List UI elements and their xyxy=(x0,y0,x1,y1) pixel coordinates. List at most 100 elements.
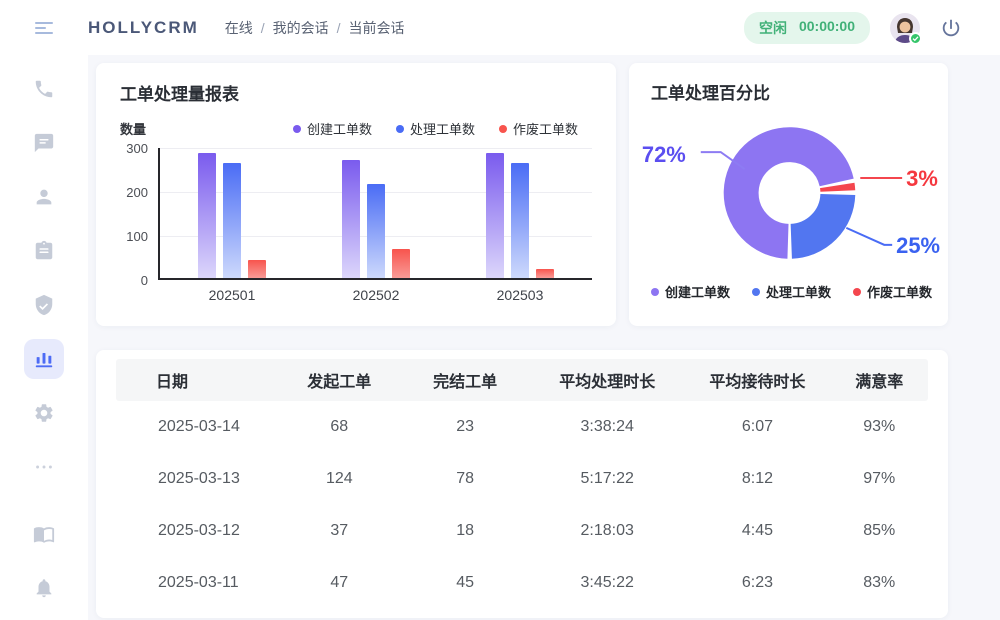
x-tick: 202502 xyxy=(352,287,400,303)
table-cell: 2025-03-14 xyxy=(158,418,240,435)
sidebar-item-security[interactable] xyxy=(24,285,64,325)
legend-item-created: 创建工单数 xyxy=(292,119,372,138)
col-header-avg-handle-time: 平均处理时长 xyxy=(530,359,685,401)
daily-stats-card: 日期 发起工单 完结工单 平均处理时长 平均接待时长 满意率 2025-03-1… xyxy=(96,350,948,618)
donut-chart-title: 工单处理百分比 xyxy=(651,84,770,103)
legend-item-created: 创建工单数 xyxy=(651,282,730,301)
table-cell: 18 xyxy=(456,522,475,539)
legend-item-processed: 处理工单数 xyxy=(752,282,831,301)
bar-group-202503 xyxy=(448,148,592,278)
sidebar-item-tasks[interactable] xyxy=(24,231,64,271)
legend-dot-created xyxy=(292,124,301,133)
y-axis-ticks: 300 200 100 0 xyxy=(120,141,158,288)
table-cell: 37 xyxy=(330,522,349,539)
bar-创建工单数-202502 xyxy=(342,160,360,278)
table-cell: 3:38:24 xyxy=(580,418,634,435)
contacts-icon xyxy=(36,189,52,205)
x-tick: 202501 xyxy=(208,287,256,303)
table-cell: 2:18:03 xyxy=(580,522,634,539)
sidebar-item-settings[interactable] xyxy=(24,393,64,433)
bar-chart-legend: 创建工单数 处理工单数 作废工单数 xyxy=(292,119,578,138)
donut-label-voided: 3% xyxy=(906,166,938,191)
bar-chart-icon xyxy=(35,353,53,368)
table-cell: 124 xyxy=(325,470,353,487)
clipboard-icon xyxy=(35,240,53,260)
bell-icon xyxy=(36,579,52,598)
col-header-avg-wait-time: 平均接待时长 xyxy=(684,359,831,401)
donut-segments xyxy=(723,127,856,259)
shield-check-icon xyxy=(35,294,53,316)
table-cell: 2025-03-13 xyxy=(158,470,240,487)
table-cell: 6:07 xyxy=(741,418,773,435)
sidebar-item-notifications[interactable] xyxy=(24,568,64,608)
header-right-group: 空闲 00:00:00 xyxy=(743,11,1000,45)
sidebar-item-reports[interactable] xyxy=(24,339,64,379)
breadcrumb-item-current-session[interactable]: 当前会话 xyxy=(348,19,405,36)
legend-label: 创建工单数 xyxy=(665,285,731,300)
table-cell: 23 xyxy=(456,418,475,435)
avatar[interactable] xyxy=(890,12,922,45)
table-cell: 8:12 xyxy=(741,470,773,487)
breadcrumb-separator: / xyxy=(260,19,265,36)
legend-label: 创建工单数 xyxy=(306,122,372,137)
chat-icon xyxy=(34,133,54,153)
breadcrumb-item-my-sessions[interactable]: 我的会话 xyxy=(272,19,329,36)
legend-label: 处理工单数 xyxy=(409,122,475,137)
top-header: HOLLYCRM 在线 / 我的会话 / 当前会话 空闲 00:00:00 xyxy=(0,0,1000,55)
legend-dot-created xyxy=(651,287,659,296)
avatar-image xyxy=(890,12,920,43)
table-header-row: 日期 发起工单 完结工单 平均处理时长 平均接待时长 满意率 xyxy=(116,359,928,401)
legend-dot-voided xyxy=(498,124,507,133)
callout-line-created xyxy=(700,151,746,170)
logout-power-icon[interactable] xyxy=(940,17,962,39)
sidebar-item-more[interactable] xyxy=(24,447,64,487)
callout-line-processed xyxy=(845,226,893,246)
ticket-percentage-card: 工单处理百分比 72% 3% 25% 创建工单数 处理工单数 作废工单数 xyxy=(629,63,948,326)
bar-作废工单数-202502 xyxy=(392,249,410,278)
sidebar-item-phone[interactable] xyxy=(24,69,64,109)
bar-处理工单数-202501 xyxy=(223,163,241,278)
legend-dot-processed xyxy=(395,124,404,133)
table-cell: 97% xyxy=(863,470,896,487)
ellipsis-icon xyxy=(36,465,52,469)
legend-dot-processed xyxy=(752,287,761,296)
agent-status-badge[interactable]: 空闲 00:00:00 xyxy=(743,11,870,44)
table-cell: 6:23 xyxy=(741,574,773,591)
table-row: 2025-03-13 124 78 5:17:22 8:12 97% xyxy=(116,453,928,505)
col-header-date: 日期 xyxy=(116,359,279,401)
table-cell: 47 xyxy=(330,574,349,591)
table-cell: 93% xyxy=(863,418,896,435)
donut-label-processed: 25% xyxy=(896,233,940,258)
table-cell: 3:45:22 xyxy=(580,574,634,591)
y-tick: 0 xyxy=(140,273,148,288)
breadcrumb-separator: / xyxy=(336,19,341,36)
table-cell: 4:45 xyxy=(741,522,773,539)
bar-创建工单数-202503 xyxy=(486,153,504,278)
status-timer: 00:00:00 xyxy=(798,17,855,34)
donut-label-created: 72% xyxy=(642,142,686,167)
y-axis-title: 数量 xyxy=(120,122,147,137)
table-body: 2025-03-14 68 23 3:38:24 6:07 93% 2025-03-13 12… xyxy=(116,401,928,609)
breadcrumb-item-online[interactable]: 在线 xyxy=(224,19,253,36)
table-row: 2025-03-12 37 18 2:18:03 4:45 85% xyxy=(116,505,928,557)
status-label: 空闲 xyxy=(758,19,787,36)
online-check-icon xyxy=(909,31,922,45)
phone-icon xyxy=(35,80,53,98)
bar-处理工单数-202502 xyxy=(367,184,385,278)
sidebar-item-chat[interactable] xyxy=(24,123,64,163)
x-tick: 202503 xyxy=(496,287,544,303)
col-header-satisfaction: 满意率 xyxy=(830,359,928,401)
bar-创建工单数-202501 xyxy=(198,153,216,278)
table-cell: 5:17:22 xyxy=(580,470,634,487)
bar-group-202502 xyxy=(304,148,448,278)
y-tick: 200 xyxy=(126,185,148,200)
menu-toggle-icon[interactable] xyxy=(0,19,88,37)
donut-segment-创建工单数 xyxy=(723,127,856,259)
table-cell: 78 xyxy=(456,470,475,487)
col-header-completed: 完结工单 xyxy=(400,359,531,401)
sidebar-nav xyxy=(0,55,88,620)
daily-stats-table: 日期 发起工单 完结工单 平均处理时长 平均接待时长 满意率 2025-03-1… xyxy=(116,359,928,609)
bar-groups xyxy=(160,148,592,278)
sidebar-item-contacts[interactable] xyxy=(24,177,64,217)
sidebar-item-knowledge[interactable] xyxy=(24,514,64,554)
